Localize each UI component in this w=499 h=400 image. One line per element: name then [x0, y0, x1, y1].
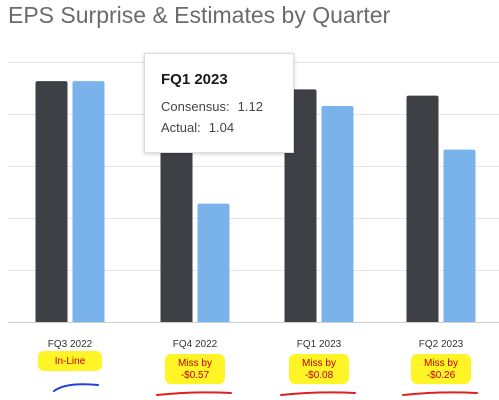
- highlight-mark: [38, 351, 102, 371]
- tooltip-actual-row: Actual: 1.04: [161, 117, 293, 138]
- annotations: [38, 351, 478, 396]
- chart-title: EPS Surprise & Estimates by Quarter: [8, 2, 391, 28]
- underline-mark: [280, 391, 356, 396]
- tooltip-actual-value: 1.04: [208, 120, 235, 135]
- surprise-label: -$0.57: [181, 370, 210, 381]
- tooltip-consensus-value: 1.12: [237, 99, 263, 114]
- actual-bar-1: [72, 81, 105, 322]
- x-tick-label: FQ2 2023: [419, 339, 464, 350]
- actual-bar-2: [197, 203, 230, 322]
- tooltip: FQ1 2023 Consensus: 1.12 Actual: 1.04: [144, 53, 294, 153]
- actual-bar-3: [321, 106, 354, 322]
- x-tick-label: FQ4 2022: [173, 339, 218, 350]
- underline-mark: [156, 391, 232, 396]
- highlight-mark: [289, 354, 349, 384]
- surprise-label: In-Line: [55, 356, 86, 367]
- tooltip-consensus-label: Consensus:: [161, 99, 230, 114]
- highlight-mark: [165, 354, 225, 384]
- surprise-label: Miss by: [178, 358, 212, 369]
- underline-mark: [53, 383, 99, 392]
- surprise-label: -$0.26: [427, 370, 456, 381]
- x-tick-label: FQ3 2022: [48, 339, 93, 350]
- surprise-label: Miss by: [302, 358, 336, 369]
- x-tick-label: FQ1 2023: [297, 339, 342, 350]
- surprise-label: Miss by: [424, 358, 458, 369]
- tooltip-title: FQ1 2023: [161, 71, 228, 88]
- consensus-bar-1: [35, 81, 68, 322]
- surprise-label: -$0.08: [305, 370, 334, 381]
- tooltip-actual-label: Actual:: [161, 120, 201, 135]
- highlight-mark: [411, 354, 471, 384]
- actual-bar-4: [443, 149, 476, 322]
- tooltip-consensus-row: Consensus: 1.12: [161, 96, 293, 117]
- underline-mark: [402, 391, 478, 396]
- consensus-bar-4: [406, 95, 439, 322]
